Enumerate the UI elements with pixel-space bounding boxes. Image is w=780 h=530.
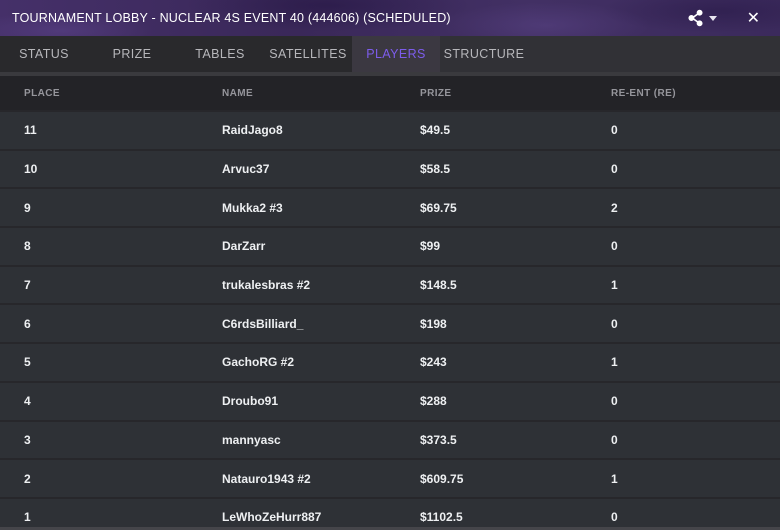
tab-tables[interactable]: TABLES bbox=[176, 36, 264, 72]
table-header: PLACE NAME PRIZE RE-ENT (RE) bbox=[0, 76, 780, 110]
cell-place: 9 bbox=[24, 200, 31, 215]
cell-reent: 1 bbox=[611, 355, 618, 370]
cell-reent: 0 bbox=[611, 432, 618, 447]
cell-place: 8 bbox=[24, 239, 31, 254]
cell-name: RaidJago8 bbox=[222, 123, 283, 138]
titlebar: TOURNAMENT LOBBY - NUCLEAR 4S EVENT 40 (… bbox=[0, 0, 780, 36]
cell-reent: 0 bbox=[611, 162, 618, 177]
cell-prize: $99 bbox=[420, 239, 441, 254]
cell-name: Arvuc37 bbox=[222, 162, 270, 177]
cell-prize: $1102.5 bbox=[420, 510, 463, 525]
column-header-place[interactable]: PLACE bbox=[24, 87, 60, 99]
cell-place: 7 bbox=[24, 278, 31, 293]
cell-place: 4 bbox=[24, 394, 31, 409]
table-row[interactable]: 2 Natauro1943 #2 $609.75 1 bbox=[0, 458, 780, 497]
window-title: TOURNAMENT LOBBY - NUCLEAR 4S EVENT 40 (… bbox=[12, 11, 451, 25]
titlebar-actions: ✕ bbox=[683, 5, 766, 31]
tab-structure[interactable]: STRUCTURE bbox=[440, 36, 528, 72]
cell-name: Droubo91 bbox=[222, 394, 279, 409]
table-row[interactable]: 7 trukalesbras #2 $148.5 1 bbox=[0, 264, 780, 304]
cell-place: 5 bbox=[24, 355, 31, 370]
cell-place: 3 bbox=[24, 432, 31, 447]
cell-reent: 0 bbox=[611, 123, 618, 138]
tab-status[interactable]: STATUS bbox=[0, 36, 88, 72]
cell-place: 11 bbox=[24, 123, 37, 138]
cell-reent: 0 bbox=[611, 239, 618, 254]
cell-prize: $373.5 bbox=[420, 432, 457, 447]
table-row[interactable]: 5 GachoRG #2 $243 1 bbox=[0, 342, 780, 381]
close-button[interactable]: ✕ bbox=[741, 6, 766, 30]
table-row[interactable]: 10 Arvuc37 $58.5 0 bbox=[0, 148, 780, 188]
cell-name: C6rdsBilliard_ bbox=[222, 316, 304, 331]
cell-name: mannyasc bbox=[222, 432, 281, 447]
cell-prize: $49.5 bbox=[420, 123, 451, 138]
cell-place: 1 bbox=[24, 510, 31, 525]
table-row[interactable]: 6 C6rdsBilliard_ $198 0 bbox=[0, 303, 780, 343]
cell-place: 10 bbox=[24, 162, 38, 177]
cell-name: Mukka2 #3 bbox=[222, 200, 283, 215]
cell-place: 6 bbox=[24, 316, 31, 331]
cell-reent: 0 bbox=[611, 316, 618, 331]
table-body: 11 RaidJago8 $49.5 0 10 Arvuc37 $58.5 0 … bbox=[0, 110, 780, 530]
table-row[interactable]: 3 mannyasc $373.5 0 bbox=[0, 419, 780, 459]
cell-prize: $69.75 bbox=[420, 200, 457, 215]
column-header-name[interactable]: NAME bbox=[222, 87, 254, 99]
table-row[interactable]: 4 Droubo91 $288 0 bbox=[0, 380, 780, 420]
cell-name: DarZarr bbox=[222, 239, 266, 254]
column-header-reent[interactable]: RE-ENT (RE) bbox=[611, 87, 676, 99]
cell-name: Natauro1943 #2 bbox=[222, 471, 311, 486]
chevron-down-icon bbox=[708, 15, 717, 21]
table-row[interactable]: 11 RaidJago8 $49.5 0 bbox=[0, 110, 780, 149]
bottom-edge bbox=[0, 527, 780, 530]
cell-prize: $148.5 bbox=[420, 278, 457, 293]
cell-reent: 1 bbox=[611, 278, 618, 293]
cell-place: 2 bbox=[24, 471, 31, 486]
cell-prize: $288 bbox=[420, 394, 447, 409]
tab-players[interactable]: PLAYERS bbox=[352, 36, 440, 72]
tabbar: STATUS PRIZE TABLES SATELLITES PLAYERS S… bbox=[0, 36, 780, 72]
cell-reent: 2 bbox=[611, 200, 618, 215]
cell-name: LeWhoZeHurr887 bbox=[222, 510, 322, 525]
cell-name: trukalesbras #2 bbox=[222, 278, 311, 293]
tab-satellites[interactable]: SATELLITES bbox=[264, 36, 352, 72]
share-button[interactable] bbox=[683, 5, 721, 31]
cell-prize: $58.5 bbox=[420, 162, 451, 177]
cell-reent: 0 bbox=[611, 510, 618, 525]
cell-prize: $198 bbox=[420, 316, 447, 331]
divider bbox=[0, 72, 780, 76]
cell-prize: $243 bbox=[420, 355, 447, 370]
tab-prize[interactable]: PRIZE bbox=[88, 36, 176, 72]
close-icon: ✕ bbox=[746, 8, 760, 27]
cell-reent: 1 bbox=[611, 471, 618, 486]
share-icon bbox=[687, 9, 704, 27]
table-row[interactable]: 9 Mukka2 #3 $69.75 2 bbox=[0, 187, 780, 227]
table-row[interactable]: 1 LeWhoZeHurr887 $1102.5 0 bbox=[0, 496, 780, 530]
cell-prize: $609.75 bbox=[420, 471, 464, 486]
cell-reent: 0 bbox=[611, 394, 618, 409]
table-row[interactable]: 8 DarZarr $99 0 bbox=[0, 226, 780, 265]
column-header-prize[interactable]: PRIZE bbox=[420, 87, 452, 99]
cell-name: GachoRG #2 bbox=[222, 355, 295, 370]
